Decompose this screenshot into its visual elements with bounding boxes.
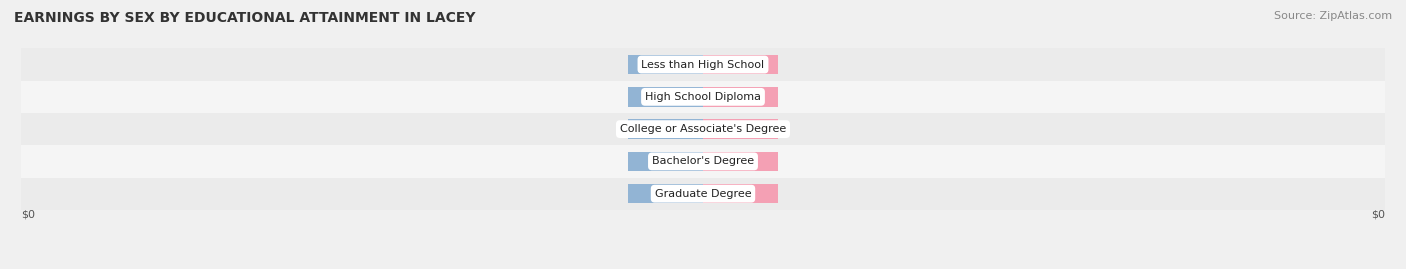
- Text: Less than High School: Less than High School: [641, 59, 765, 70]
- Text: $0: $0: [1371, 210, 1385, 220]
- Bar: [703, 55, 778, 74]
- Bar: [703, 184, 778, 203]
- Text: $0: $0: [658, 59, 672, 70]
- Bar: [628, 119, 703, 139]
- Bar: [628, 87, 703, 107]
- Bar: [21, 113, 1385, 145]
- Text: $0: $0: [734, 156, 748, 167]
- Text: $0: $0: [734, 92, 748, 102]
- Bar: [21, 81, 1385, 113]
- Bar: [703, 87, 778, 107]
- Bar: [703, 119, 778, 139]
- Text: $0: $0: [21, 210, 35, 220]
- Text: Graduate Degree: Graduate Degree: [655, 189, 751, 199]
- Text: College or Associate's Degree: College or Associate's Degree: [620, 124, 786, 134]
- Bar: [628, 152, 703, 171]
- Text: EARNINGS BY SEX BY EDUCATIONAL ATTAINMENT IN LACEY: EARNINGS BY SEX BY EDUCATIONAL ATTAINMEN…: [14, 11, 475, 25]
- Text: $0: $0: [658, 92, 672, 102]
- Bar: [21, 48, 1385, 81]
- Text: Source: ZipAtlas.com: Source: ZipAtlas.com: [1274, 11, 1392, 21]
- Bar: [21, 178, 1385, 210]
- Text: $0: $0: [658, 189, 672, 199]
- Bar: [628, 55, 703, 74]
- Bar: [703, 152, 778, 171]
- Text: High School Diploma: High School Diploma: [645, 92, 761, 102]
- Text: Bachelor's Degree: Bachelor's Degree: [652, 156, 754, 167]
- Text: $0: $0: [734, 124, 748, 134]
- Text: $0: $0: [734, 59, 748, 70]
- Text: $0: $0: [658, 156, 672, 167]
- Bar: [21, 145, 1385, 178]
- Text: $0: $0: [658, 124, 672, 134]
- Text: $0: $0: [734, 189, 748, 199]
- Bar: [628, 184, 703, 203]
